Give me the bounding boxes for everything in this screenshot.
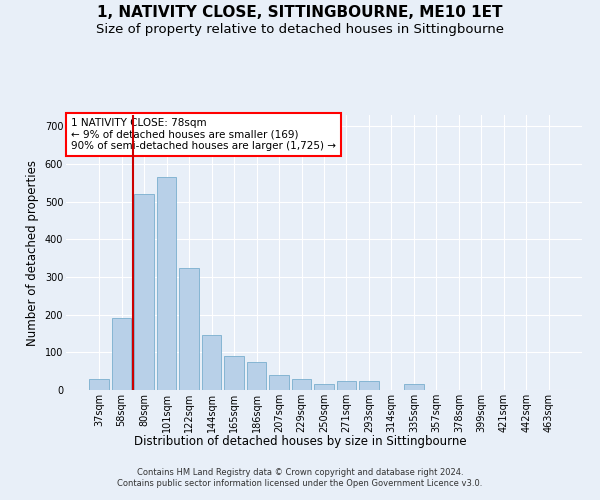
Bar xyxy=(404,384,424,390)
Text: Size of property relative to detached houses in Sittingbourne: Size of property relative to detached ho… xyxy=(96,22,504,36)
Y-axis label: Number of detached properties: Number of detached properties xyxy=(26,160,39,346)
Bar xyxy=(314,384,334,390)
Bar xyxy=(224,356,244,390)
Bar xyxy=(89,378,109,390)
Text: Distribution of detached houses by size in Sittingbourne: Distribution of detached houses by size … xyxy=(134,435,466,448)
Text: 1, NATIVITY CLOSE, SITTINGBOURNE, ME10 1ET: 1, NATIVITY CLOSE, SITTINGBOURNE, ME10 1… xyxy=(97,5,503,20)
Text: Contains HM Land Registry data © Crown copyright and database right 2024.
Contai: Contains HM Land Registry data © Crown c… xyxy=(118,468,482,487)
Bar xyxy=(337,380,356,390)
Bar xyxy=(157,177,176,390)
Bar xyxy=(202,336,221,390)
Text: 1 NATIVITY CLOSE: 78sqm
← 9% of detached houses are smaller (169)
90% of semi-de: 1 NATIVITY CLOSE: 78sqm ← 9% of detached… xyxy=(71,118,336,151)
Bar xyxy=(269,375,289,390)
Bar xyxy=(112,318,131,390)
Bar xyxy=(247,362,266,390)
Bar xyxy=(292,378,311,390)
Bar xyxy=(179,268,199,390)
Bar xyxy=(134,194,154,390)
Bar xyxy=(359,380,379,390)
